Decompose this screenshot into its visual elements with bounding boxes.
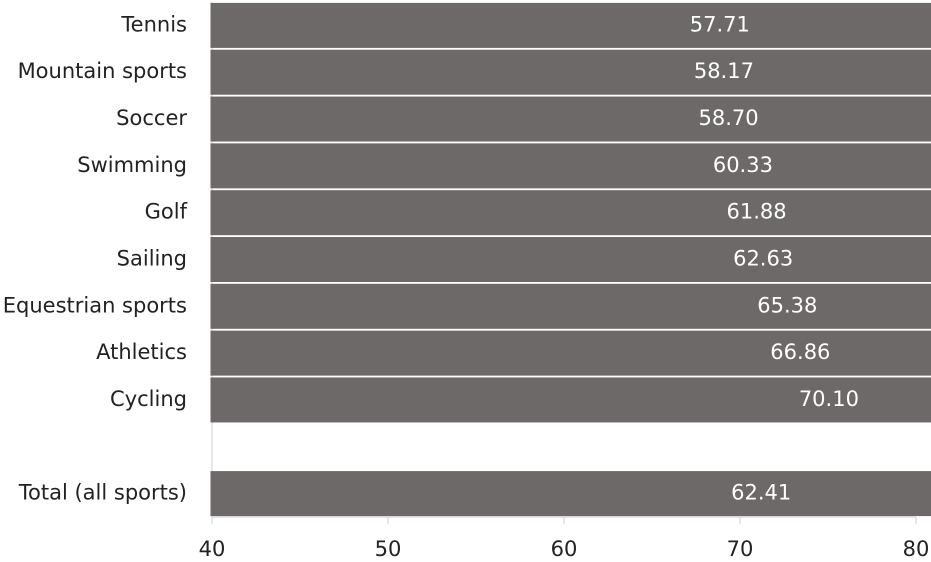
bar-segment bbox=[210, 96, 931, 142]
value-label: 58.17 bbox=[694, 59, 754, 83]
category-label: Equestrian sports bbox=[3, 293, 187, 317]
x-tick-label: 50 bbox=[375, 537, 402, 561]
category-label: Athletics bbox=[96, 340, 187, 364]
category-label: Swimming bbox=[77, 153, 187, 177]
x-tick-label: 60 bbox=[551, 537, 578, 561]
bar-segment bbox=[210, 237, 931, 282]
value-label: 57.71 bbox=[690, 12, 750, 36]
category-label: Tennis bbox=[120, 12, 187, 36]
bar-segment bbox=[210, 377, 931, 423]
x-tick-label: 80 bbox=[903, 537, 930, 561]
value-label: 65.38 bbox=[757, 293, 817, 317]
bar-segment bbox=[210, 283, 931, 329]
bar-segment bbox=[210, 471, 931, 517]
bar-segment bbox=[210, 49, 931, 95]
bar-segment bbox=[210, 143, 931, 189]
value-label: 60.33 bbox=[713, 153, 773, 177]
category-label: Sailing bbox=[117, 247, 187, 271]
bar-segment bbox=[210, 190, 931, 236]
category-label: Mountain sports bbox=[18, 59, 187, 83]
value-label: 66.86 bbox=[770, 340, 830, 364]
x-tick-label: 70 bbox=[727, 537, 754, 561]
value-label: 70.10 bbox=[799, 387, 859, 411]
category-label: Total (all sports) bbox=[18, 481, 187, 505]
value-label: 61.88 bbox=[726, 200, 786, 224]
value-label: 58.70 bbox=[698, 106, 758, 130]
value-label: 62.63 bbox=[733, 247, 793, 271]
category-label: Soccer bbox=[116, 106, 187, 130]
category-label: Golf bbox=[145, 200, 188, 224]
value-label: 62.41 bbox=[731, 481, 791, 505]
x-tick-label: 40 bbox=[199, 537, 226, 561]
category-label: Cycling bbox=[110, 387, 187, 411]
bar-segment bbox=[210, 2, 931, 48]
bar-segment bbox=[210, 330, 931, 376]
